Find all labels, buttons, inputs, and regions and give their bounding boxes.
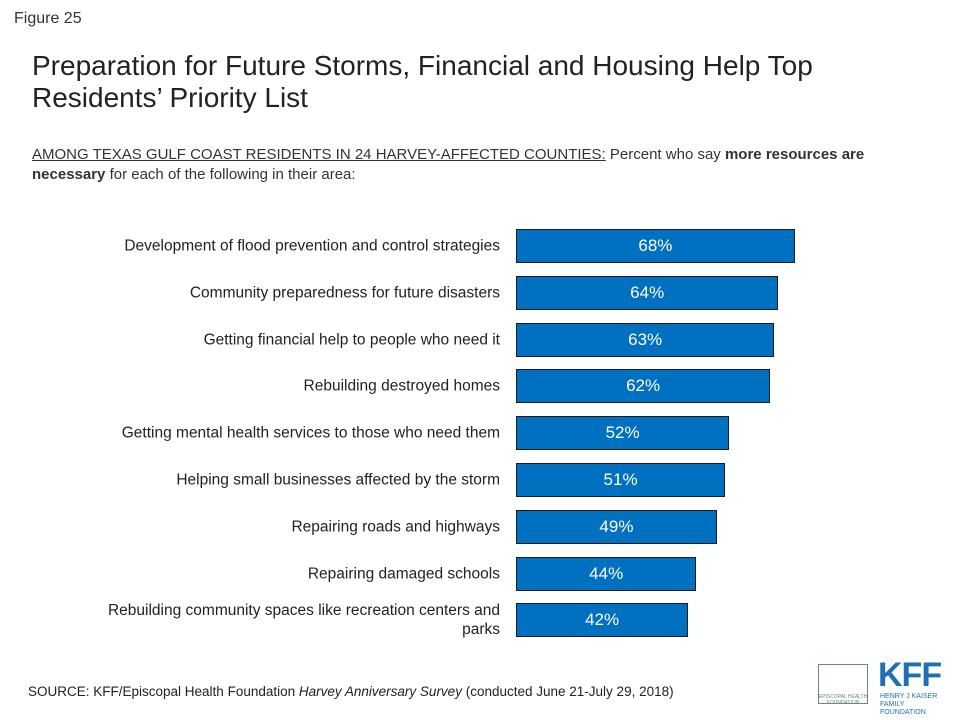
bar [516,416,730,451]
category-label: Rebuilding community spaces like recreat… [107,602,500,639]
chart-title: Preparation for Future Storms, Financial… [32,50,813,113]
ehf-logo [818,664,868,704]
bar [516,322,775,357]
bar [516,603,689,638]
kff-logo-text: HENRY J KAISER FAMILY FOUNDATION [880,693,938,716]
bar [516,509,717,544]
subtitle-bold: more resources are necessary [32,146,865,183]
bar [516,229,795,263]
bar [516,556,697,591]
value-label: 63% [628,329,663,349]
source-text: (conducted June 21-July 29, 2018) [465,684,674,699]
ehf-logo-text: EPISCOPAL HEALTH FOUNDATION [818,694,868,706]
category-label: Repairing roads and highways [291,518,500,536]
figure-label: Figure 25 [14,10,82,27]
source: SOURCE: KFF/Episcopal Health Foundation … [28,684,674,699]
bar [516,275,779,310]
subtitle-lead: AMONG TEXAS GULF COAST RESIDENTS IN 24 H… [32,146,606,163]
category-label: Development of flood prevention and cont… [124,237,500,255]
bar [516,369,771,404]
value-label: 62% [626,376,661,396]
value-label: 44% [589,563,624,583]
value-label: 51% [603,470,638,489]
category-label: Repairing damaged schools [307,565,500,583]
bar [516,463,726,497]
value-label: 64% [630,282,665,302]
category-label: Helping small businesses affected by the… [176,471,500,489]
kff-logo: KFF [878,656,942,694]
category-label: Community preparedness for future disast… [189,284,500,302]
subtitle-text: for each of the following in their area: [109,166,356,183]
value-label: 52% [605,423,640,443]
value-label: 42% [585,610,620,630]
source-text: SOURCE: KFF/Episcopal Health Foundation [28,684,296,699]
category-label: Getting mental health services to those … [121,424,500,442]
value-label: 49% [599,516,634,536]
subtitle-text: Percent who say [609,146,721,163]
source-survey: Harvey Anniversary Survey [298,684,462,699]
category-label: Rebuilding destroyed homes [303,377,500,395]
value-label: 68% [638,236,673,255]
subtitle: AMONG TEXAS GULF COAST RESIDENTS IN 24 H… [32,145,912,185]
category-label: Getting financial help to people who nee… [203,331,500,349]
